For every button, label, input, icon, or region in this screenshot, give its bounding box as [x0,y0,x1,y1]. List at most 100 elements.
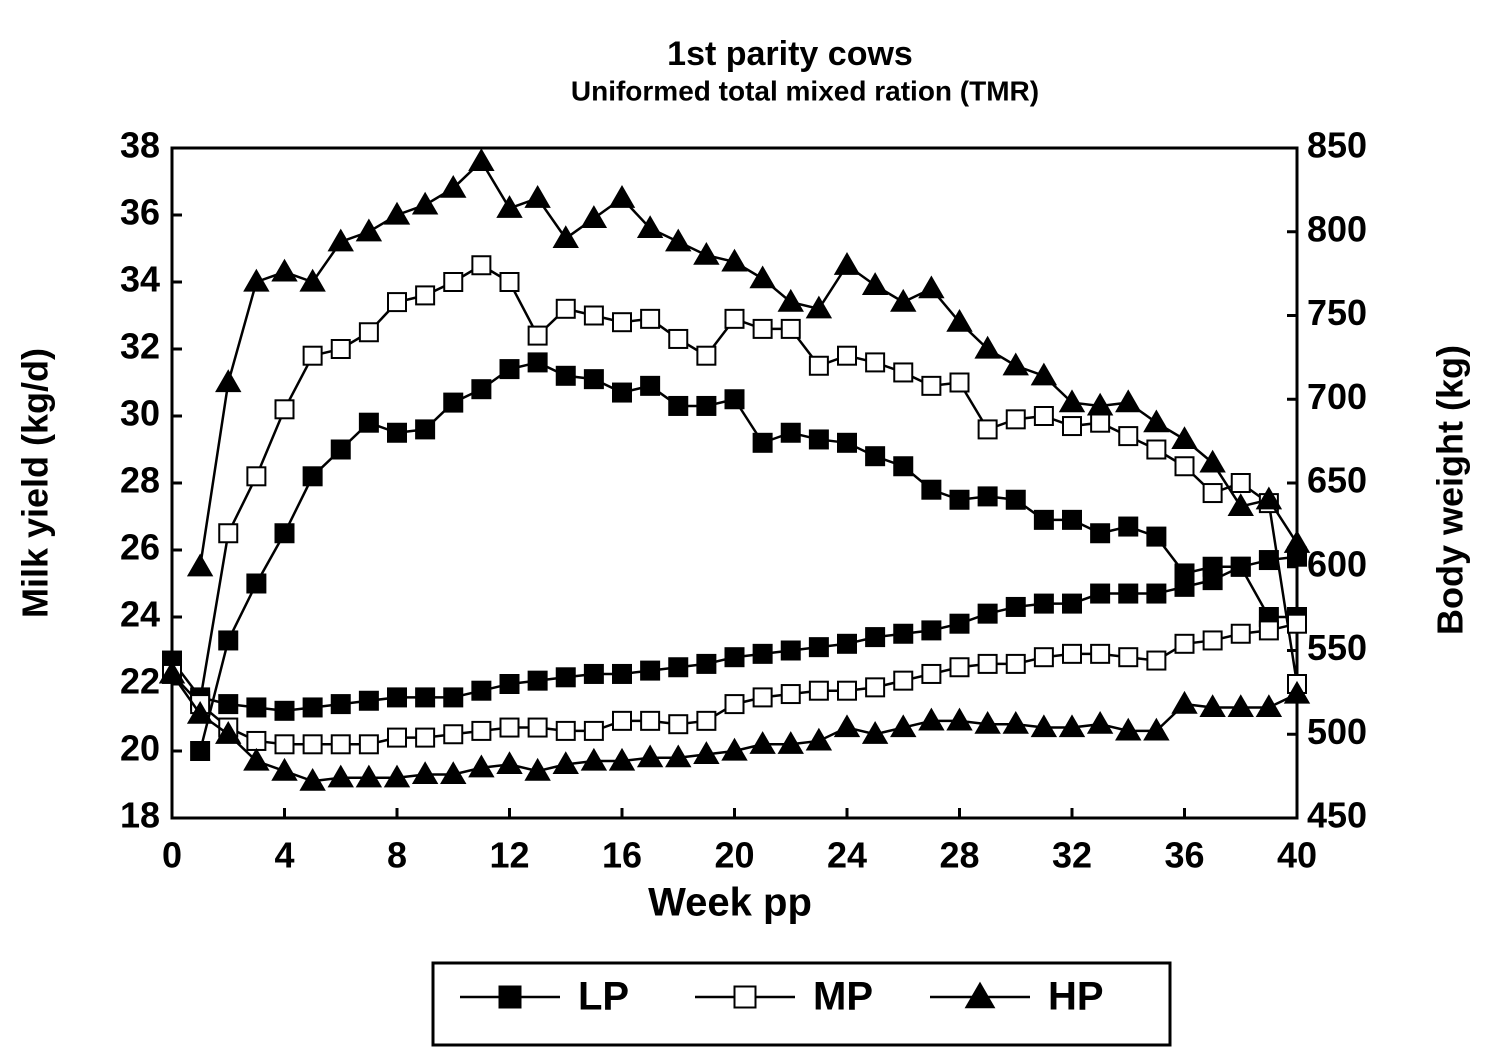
marker [243,268,270,292]
marker [893,456,914,477]
marker [612,382,632,403]
marker [668,328,689,349]
marker [218,523,239,544]
marker [721,248,748,272]
marker [415,687,436,708]
marker [693,741,720,764]
marker [949,613,970,634]
marker [640,660,661,681]
marker [1283,680,1311,704]
marker [443,687,464,708]
y2-tick-label: 600 [1307,543,1367,584]
marker [1202,570,1223,591]
marker [158,660,186,684]
marker [383,764,411,788]
marker [752,687,773,708]
legend-label: MP [813,975,873,1019]
marker [499,272,520,292]
marker [833,714,861,738]
marker [668,395,689,416]
marker [1118,426,1139,447]
marker [274,700,295,721]
marker [1202,483,1223,504]
marker [1062,509,1082,530]
legend-label: HP [1048,975,1104,1019]
marker [837,633,857,654]
marker [186,553,214,577]
marker [215,721,242,744]
y-tick-label: 26 [120,527,160,568]
marker [302,466,323,487]
marker [780,684,801,705]
series-line [198,263,1299,701]
marker [1058,714,1086,738]
marker [668,657,689,678]
marker [1086,711,1114,734]
marker [468,148,495,171]
marker [580,747,608,771]
marker [974,711,1001,734]
marker [893,670,914,691]
marker [330,439,351,460]
marker [555,667,576,688]
marker [1171,426,1198,450]
marker [696,345,717,366]
x-axis-label: Week pp [648,881,812,925]
marker [499,359,520,380]
marker [555,365,576,386]
marker [1115,389,1142,413]
marker [1033,406,1054,426]
marker [1146,526,1167,547]
x-tick-label: 36 [1164,835,1204,876]
marker [1030,362,1058,386]
marker [724,389,745,410]
marker [580,205,608,228]
marker [893,362,914,383]
marker [865,677,886,698]
marker [665,228,692,252]
y2-tick-label: 800 [1307,208,1367,249]
marker [918,707,945,731]
marker [974,335,1001,359]
marker [443,392,464,413]
marker [243,747,270,771]
y2-tick-label: 650 [1307,460,1367,501]
x-tick-label: 28 [939,835,979,876]
marker [724,308,745,329]
marker [246,466,267,487]
marker [246,573,267,594]
marker [1118,583,1139,604]
marker [696,653,717,674]
marker [1118,647,1139,668]
marker [1062,416,1082,437]
marker [387,727,407,748]
marker [358,734,379,755]
y-tick-label: 34 [120,259,160,300]
marker [218,694,239,715]
chart-subtitle: Uniformed total mixed ration (TMR) [571,75,1039,106]
marker [383,201,411,225]
marker [1174,576,1195,597]
marker [358,322,379,343]
marker [302,345,323,366]
marker [246,730,267,751]
marker [524,185,551,208]
marker [861,272,889,295]
marker [471,720,492,741]
marker [327,764,354,788]
marker [387,422,407,443]
marker [921,375,942,396]
marker [415,419,436,440]
legend-box [431,961,1172,1047]
marker [1062,643,1082,664]
marker [190,741,211,761]
marker [777,731,804,754]
marker [246,697,267,718]
marker [921,663,942,684]
marker [977,419,998,440]
marker [330,734,351,755]
marker [327,228,354,252]
